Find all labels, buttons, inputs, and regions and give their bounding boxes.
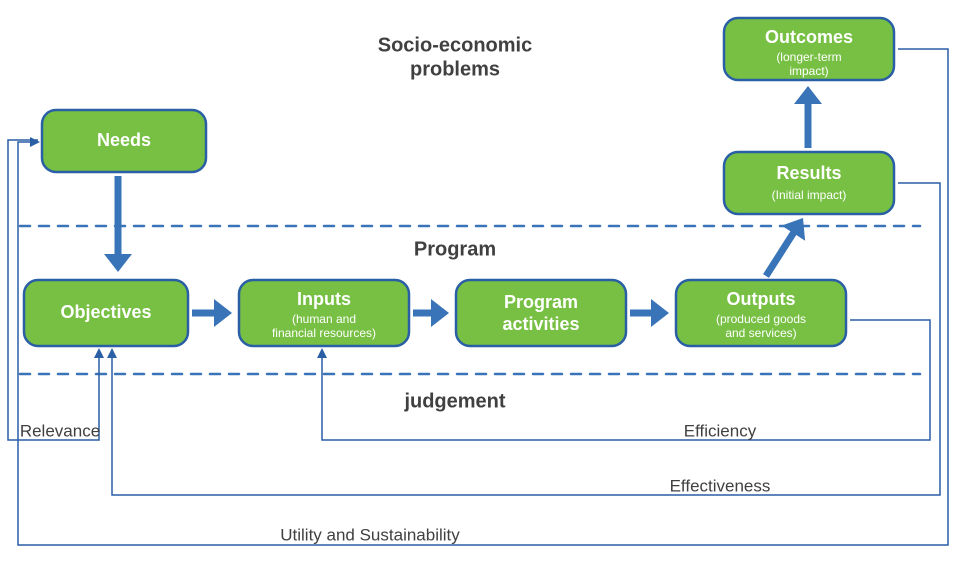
node-title: Outcomes	[765, 27, 853, 47]
node-activities: Programactivities	[456, 280, 626, 346]
node-sub2: and services)	[725, 326, 796, 340]
diagram-canvas: Needs Objectives Inputs (human andfinancial…	[0, 0, 954, 563]
feedback-label-utility: Utility and Sustainability	[280, 525, 460, 544]
arrow-needs_bottom	[104, 176, 132, 272]
node-results: Results (Initial impact)	[724, 152, 894, 214]
heading-judgement: judgement	[403, 390, 505, 412]
node-inputs: Inputs (human andfinancial resources)	[239, 280, 409, 346]
node-sub1: (Initial impact)	[772, 188, 847, 202]
node-title: Needs	[97, 130, 151, 150]
node-sub2: financial resources)	[272, 326, 376, 340]
node-title: Results	[776, 163, 841, 183]
heading-program: Program	[414, 238, 496, 260]
node-sub1: (produced goods	[716, 312, 806, 326]
node-title2: activities	[502, 314, 579, 334]
arrow-inputs_to_act	[413, 299, 449, 327]
heading-socio-1: Socio-economic	[378, 34, 532, 56]
node-outputs: Outputs (produced goodsand services)	[676, 280, 846, 346]
node-title: Program	[504, 292, 578, 312]
node-title: Objectives	[60, 302, 151, 322]
node-sub1: (longer-term	[776, 50, 841, 64]
feedback-label-relevance: Relevance	[20, 421, 100, 440]
feedback-label-effectiveness: Effectiveness	[670, 476, 771, 495]
heading-socio-2: problems	[410, 58, 500, 80]
node-title: Outputs	[727, 289, 796, 309]
node-objectives: Objectives	[24, 280, 188, 346]
arrow-act_to_outputs	[630, 299, 669, 327]
node-needs: Needs	[42, 110, 206, 172]
arrow-obj_to_inputs	[192, 299, 232, 327]
node-sub1: (human and	[292, 312, 356, 326]
node-outcomes: Outcomes (longer-termimpact)	[724, 18, 894, 80]
node-title: Inputs	[297, 289, 351, 309]
node-sub2: impact)	[789, 64, 828, 78]
arrow-results_to_outcomes	[794, 86, 822, 148]
feedback-label-efficiency: Efficiency	[684, 421, 757, 440]
